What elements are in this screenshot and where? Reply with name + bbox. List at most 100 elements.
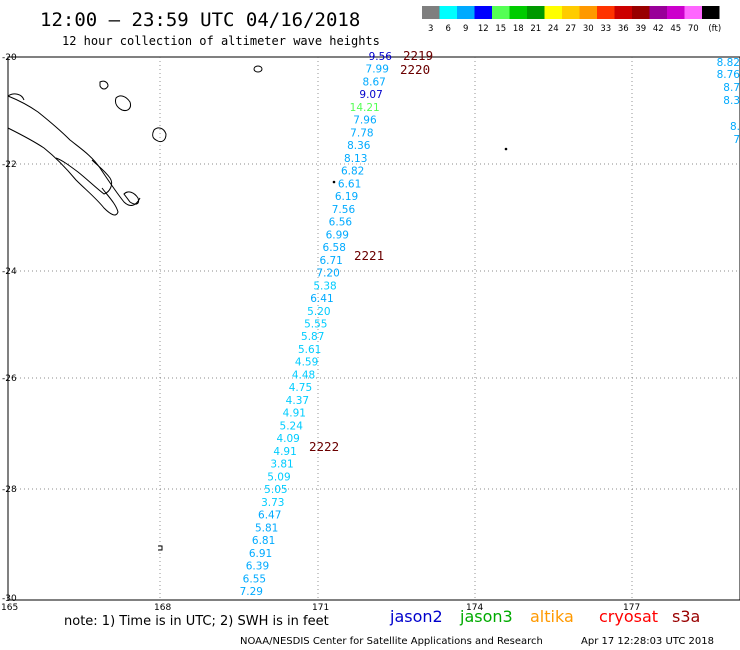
map-subtitle: 12 hour collection of altimeter wave hei… <box>62 34 380 48</box>
lon-label: 174 <box>466 603 483 613</box>
pass-label: 2221 <box>354 248 384 263</box>
new-caledonia-coast-north <box>7 95 141 206</box>
legend-swatch <box>562 6 580 19</box>
swh-value: 6.56 <box>329 217 353 229</box>
legend-swatch <box>492 6 510 19</box>
legend-swatch <box>439 6 457 19</box>
footer-note: note: 1) Time is in UTC; 2) SWH is in fe… <box>64 614 329 629</box>
swh-value: 6.47 <box>258 510 281 522</box>
legend-label: 36 <box>618 24 629 34</box>
legend-label: 6 <box>446 24 451 34</box>
latitude-labels: -20 -22 -24 -26 -28 -30 <box>2 53 17 604</box>
swh-value: 7.20 <box>316 268 339 280</box>
legend-label: 9 <box>463 24 468 34</box>
pass-label: 2219 <box>403 48 433 63</box>
legend-swatch <box>457 6 475 19</box>
new-caledonia-coast-south <box>7 127 119 216</box>
legend-label: (ft) <box>708 24 721 34</box>
pass-label: 2220 <box>400 62 430 77</box>
swh-value: 5.09 <box>267 471 290 483</box>
swh-value-east: 7 <box>733 134 740 146</box>
pass-labels: 2219 2220 2221 2222 <box>309 48 433 454</box>
map-frame <box>7 56 740 601</box>
legend-swatch <box>614 6 632 19</box>
swh-value-east: 8. <box>730 121 740 133</box>
satellite-jason3: jason3 <box>459 607 513 626</box>
swh-value: 6.71 <box>319 255 342 267</box>
legend-swatch <box>544 6 562 19</box>
legend-label: 15 <box>495 24 506 34</box>
longitude-labels: 165 168 171 174 177 <box>1 603 640 613</box>
swh-value: 6.81 <box>252 535 275 547</box>
lon-label: 177 <box>623 603 640 613</box>
swh-value: 5.61 <box>298 344 321 356</box>
swh-value: 6.99 <box>326 229 349 241</box>
swh-value-east: 8.3 <box>723 95 740 107</box>
swh-value: 7.96 <box>353 115 377 127</box>
swh-value: 3.73 <box>261 497 284 509</box>
legend-label: 33 <box>600 24 611 34</box>
legend-swatch <box>422 6 440 19</box>
legend-swatch <box>649 6 667 19</box>
swh-value: 7.29 <box>240 586 263 598</box>
lat-label: -22 <box>2 160 17 170</box>
swh-value: 3.81 <box>270 459 293 471</box>
legend-label: 18 <box>513 24 524 34</box>
satellite-jason2: jason2 <box>389 607 443 626</box>
hunter-island <box>332 180 336 184</box>
lat-label: -26 <box>2 374 17 384</box>
swh-value: 6.55 <box>243 573 266 585</box>
lon-label: 168 <box>154 603 171 613</box>
satellite-altika: altika <box>530 607 574 626</box>
swh-value: 5.24 <box>280 420 304 432</box>
legend-label: 45 <box>670 24 681 34</box>
swh-value: 8.67 <box>362 76 385 88</box>
legend-label: 42 <box>653 24 664 34</box>
swh-value-east: 8.82 <box>717 57 740 69</box>
swh-value: 4.09 <box>276 433 299 445</box>
legend-label: 30 <box>583 24 594 34</box>
swh-value: 4.59 <box>295 357 318 369</box>
swh-value: 8.13 <box>344 153 367 165</box>
ouvea-island <box>99 80 109 90</box>
swh-value: 4.75 <box>289 382 312 394</box>
swh-value: 9.56 <box>369 51 393 63</box>
lon-label: 171 <box>312 603 329 613</box>
swh-value: 4.91 <box>283 408 306 420</box>
legend-swatch <box>667 6 685 19</box>
altimeter-track: 9.567.998.679.0714.217.967.788.368.136.8… <box>240 51 393 598</box>
coast-fragment <box>7 93 25 101</box>
swh-value: 6.91 <box>249 548 272 560</box>
swh-value: 8.36 <box>347 140 371 152</box>
legend-swatch <box>527 6 545 19</box>
swh-value: 4.91 <box>273 446 296 458</box>
pass-label: 2222 <box>309 439 339 454</box>
legend-swatch <box>684 6 702 19</box>
swh-value: 7.78 <box>350 127 373 139</box>
swh-value: 14.21 <box>350 102 380 114</box>
color-legend: 3 6 9 12 15 18 21 24 27 30 33 36 39 42 45 70 (ft) <box>422 6 721 34</box>
swh-value: 6.39 <box>246 561 269 573</box>
legend-swatch <box>474 6 492 19</box>
legend-label: 39 <box>635 24 646 34</box>
swh-value: 5.05 <box>264 484 287 496</box>
swh-value: 6.61 <box>338 178 361 190</box>
swh-value: 6.19 <box>335 191 358 203</box>
legend-swatch <box>702 6 720 19</box>
isle-of-pines <box>123 191 139 205</box>
mare-island <box>152 127 167 143</box>
legend-swatch <box>632 6 650 19</box>
swh-value: 5.87 <box>301 331 324 343</box>
walpole-island <box>253 65 263 73</box>
lon-label: 165 <box>1 603 18 613</box>
swh-value: 5.55 <box>304 319 327 331</box>
lat-label: -30 <box>2 594 17 604</box>
satellite-cryosat: cryosat <box>599 607 658 626</box>
swh-value: 7.99 <box>366 64 389 76</box>
lat-label: -20 <box>2 53 17 63</box>
swh-value: 6.58 <box>323 242 346 254</box>
legend-label: 27 <box>565 24 576 34</box>
legend-label: 3 <box>428 24 433 34</box>
swh-value: 6.82 <box>341 166 364 178</box>
